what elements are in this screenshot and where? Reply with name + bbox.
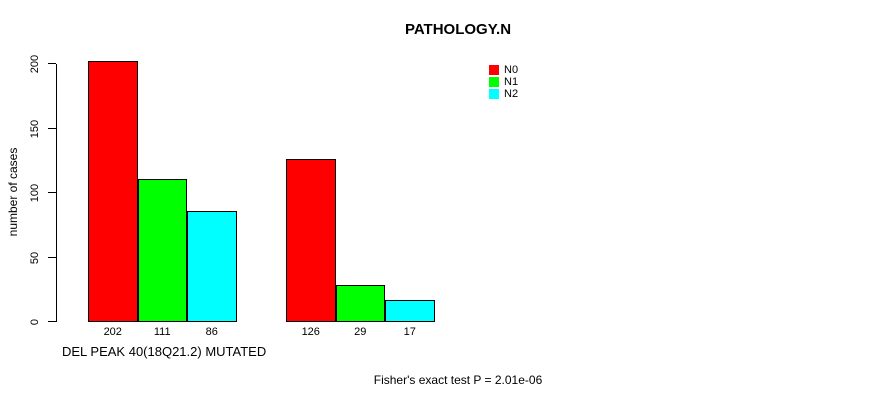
bar-value-n0-group2: 126 — [301, 326, 320, 338]
y-tick-0 — [48, 321, 56, 322]
y-tick-100 — [48, 192, 56, 193]
x-axis-label: DEL PEAK 40(18Q21.2) MUTATED — [62, 344, 267, 359]
y-axis-line — [56, 64, 57, 322]
chart-title: PATHOLOGY.N — [404, 21, 512, 38]
legend-entry-n0: N0 — [489, 64, 519, 76]
stat-test-footnote: Fisher's exact test P = 2.01e-06 — [373, 373, 543, 387]
legend-entry-n2: N2 — [489, 88, 519, 100]
bar-value-n1-group1: 111 — [153, 326, 171, 338]
bar-n2-group2 — [385, 300, 435, 322]
y-tick-label-150: 150 — [29, 119, 41, 138]
legend-label-n0: N0 — [504, 64, 519, 76]
bar-n2-group1 — [187, 211, 237, 322]
legend: N0 N1 N2 — [489, 65, 518, 101]
bar-n1-group2 — [335, 284, 385, 322]
bar-value-n1-group2: 29 — [354, 326, 367, 338]
legend-entry-n1: N1 — [489, 76, 519, 88]
bar-value-n2-group2: 17 — [403, 326, 416, 338]
legend-swatch-n1 — [489, 77, 499, 87]
y-tick-200 — [48, 63, 56, 64]
y-tick-50 — [48, 257, 56, 258]
bar-n1-group1 — [137, 178, 187, 322]
y-tick-label-200: 200 — [29, 54, 41, 74]
y-tick-label-0: 0 — [29, 318, 41, 326]
bar-value-n0-group1: 202 — [103, 326, 122, 338]
legend-swatch-n0 — [489, 65, 499, 75]
legend-label-n2: N2 — [504, 88, 519, 100]
bar-n0-group1 — [88, 61, 138, 322]
y-tick-label-50: 50 — [29, 251, 41, 264]
legend-label-n1: N1 — [504, 76, 519, 88]
y-axis-label: number of cases — [6, 147, 20, 237]
y-tick-150 — [48, 128, 56, 129]
bar-n0-group2 — [286, 159, 336, 322]
bar-value-n2-group1: 86 — [205, 326, 218, 338]
y-tick-label-100: 100 — [29, 183, 41, 203]
legend-swatch-n2 — [489, 89, 499, 99]
